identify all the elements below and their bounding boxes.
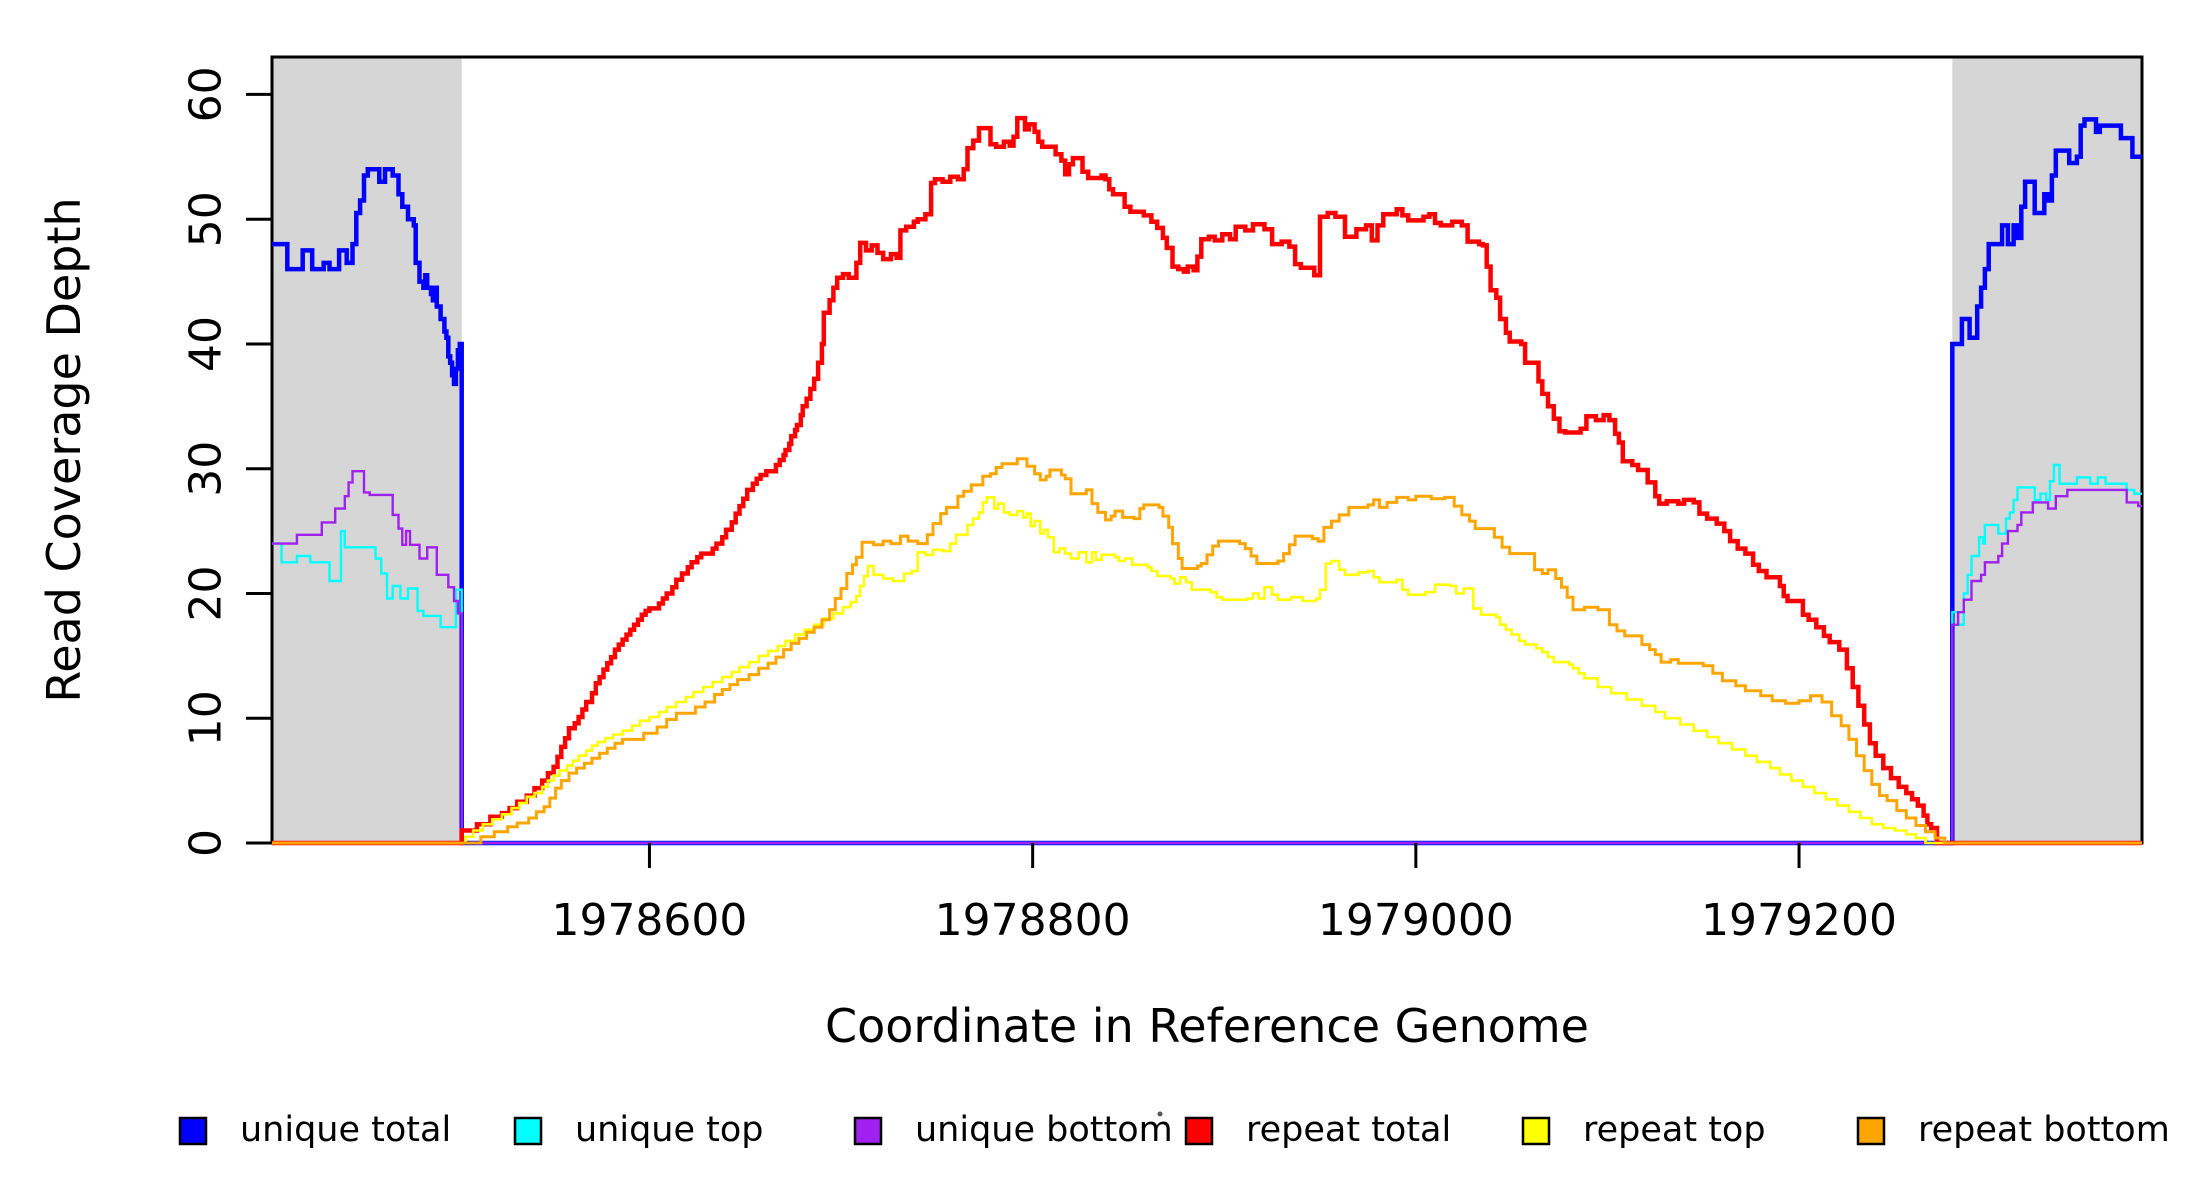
- legend-label-repeat-bottom: repeat bottom: [1918, 1110, 2170, 1150]
- y-tick-label: 60: [180, 66, 231, 122]
- legend-swatch-repeat-total: [1184, 1116, 1214, 1146]
- shaded-region-1: [1952, 57, 2142, 843]
- series-repeat-total: [272, 115, 2142, 846]
- legend-label-repeat-total: repeat total: [1246, 1110, 1451, 1150]
- y-tick-label: 10: [180, 690, 231, 746]
- series-repeat-bottom: [272, 457, 2142, 845]
- series-lines: [272, 115, 2142, 846]
- x-tick-label: 1979200: [1701, 895, 1897, 946]
- series-unique-bottom: [272, 470, 2142, 845]
- y-tick-label: 0: [180, 829, 231, 857]
- legend-label-unique-top: unique top: [575, 1110, 764, 1150]
- legend-label-repeat-top: repeat top: [1583, 1110, 1766, 1150]
- stray-mark: [1157, 1111, 1163, 1117]
- y-axis-title: Read Coverage Depth: [37, 197, 91, 702]
- shaded-regions: [272, 57, 2142, 843]
- y-tick-label: 30: [180, 441, 231, 497]
- legend-label-unique-total: unique total: [240, 1110, 451, 1150]
- legend: unique total unique top unique bottom repea…: [178, 1110, 2170, 1150]
- x-tick-label: 1978800: [935, 895, 1131, 946]
- legend-swatch-repeat-top: [1521, 1116, 1551, 1146]
- axis-ticks-and-labels: 1978600 1978800 1979000 1979200 0 10 20 30 40 50 6…: [180, 66, 1897, 946]
- legend-swatch-repeat-bottom: [1856, 1116, 1886, 1146]
- stray-dot: [1157, 1111, 1163, 1117]
- y-tick-label: 50: [180, 191, 231, 247]
- y-tick-label: 20: [180, 565, 231, 621]
- x-tick-label: 1979000: [1318, 895, 1514, 946]
- series-repeat-top: [272, 496, 2142, 845]
- legend-label-unique-bottom: unique bottom: [915, 1110, 1173, 1150]
- x-tick-label: 1978600: [551, 895, 747, 946]
- x-axis-title: Coordinate in Reference Genome: [825, 999, 1589, 1053]
- legend-swatch-unique-top: [513, 1116, 543, 1146]
- series-unique-total: [272, 117, 2142, 846]
- legend-swatch-unique-total: [178, 1116, 208, 1146]
- legend-swatch-unique-bottom: [853, 1116, 883, 1146]
- y-tick-label: 40: [180, 316, 231, 372]
- shaded-region-0: [272, 57, 462, 843]
- series-unique-top: [272, 463, 2142, 845]
- plot-border: [270, 55, 2144, 845]
